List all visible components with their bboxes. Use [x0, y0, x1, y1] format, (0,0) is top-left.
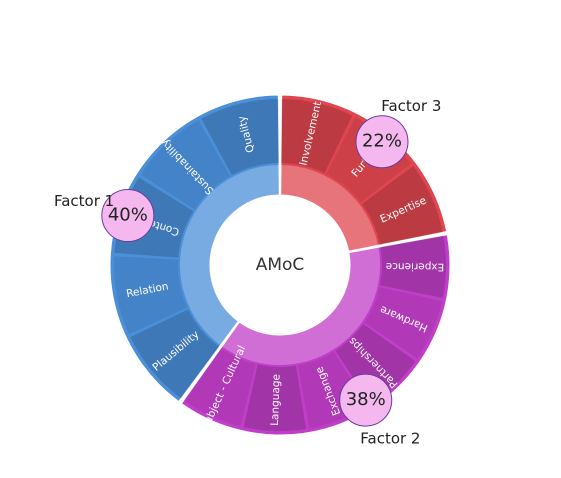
percent-label: 22%	[362, 131, 402, 152]
center-label: AMoC	[256, 255, 305, 275]
factor-label: Factor 1	[54, 192, 114, 210]
chart: AMoC InvolvementFurtherExpertise22%Facto…	[0, 0, 561, 474]
factor-label: Factor 3	[381, 97, 441, 115]
factor-label: Factor 2	[360, 429, 420, 447]
sub-item-label: Experience	[386, 260, 445, 273]
sub-item-label: Language	[269, 374, 283, 426]
percent-label: 38%	[346, 389, 386, 410]
